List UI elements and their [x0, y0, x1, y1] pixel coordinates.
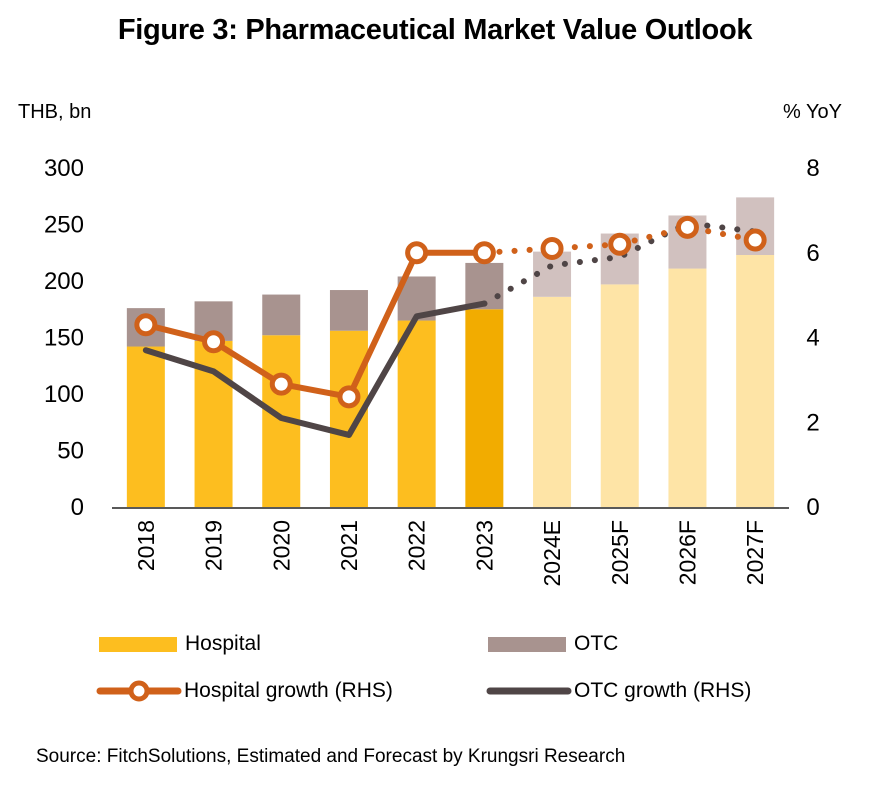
- left-axis-tick-label: 200: [44, 268, 84, 295]
- left-axis-tick-label: 50: [57, 438, 84, 465]
- chart-canvas: 0 50 100 150 200 250 300 0 2 4 6 8 2018 2019 2020 2021 2…: [44, 155, 820, 587]
- legend-swatch-hospital-growth: [96, 680, 182, 702]
- chart-title: Figure 3: Pharmaceutical Market Value Ou…: [117, 14, 753, 46]
- x-axis-tick-label: 2020: [268, 520, 294, 571]
- left-axis-tick-label: 100: [44, 381, 84, 408]
- x-axis-tick-label: 2026F: [674, 520, 700, 585]
- left-axis-tick-label: 0: [71, 494, 84, 521]
- hospital-growth-marker-2021: [337, 385, 361, 409]
- x-axis-tick-label: 2024E: [539, 520, 565, 587]
- hospital-growth-marker-2019: [202, 330, 226, 354]
- legend-label-otc: OTC: [574, 632, 619, 655]
- hospital-growth-marker-2022: [405, 241, 429, 265]
- left-axis-tick-label: 300: [44, 155, 84, 182]
- hospital-growth-marker-2018: [134, 313, 158, 337]
- legend-item-hospital-growth: Hospital growth (RHS): [96, 679, 393, 703]
- x-axis-tick-label: 2018: [133, 520, 159, 571]
- legend-label-otc-growth: OTC growth (RHS): [574, 679, 752, 702]
- x-axis-tick-label: 2021: [336, 520, 362, 571]
- hospital-growth-marker-2025F: [608, 232, 632, 256]
- right-axis-tick-label: 0: [806, 494, 819, 521]
- hospital-growth-marker-2027F: [743, 228, 767, 252]
- bar-hospital-2026F: [668, 268, 707, 507]
- legend-swatch-otc: [488, 636, 566, 652]
- bar-hospital-2021: [329, 330, 368, 507]
- hospital-growth-marker-2024E: [540, 237, 564, 261]
- left-axis-tick-label: 250: [44, 212, 84, 239]
- x-axis-tick-label: 2025F: [607, 520, 633, 585]
- axes-layer: 0 50 100 150 200 250 300 0 2 4 6 8 2018 2019 2020 2021 2…: [44, 155, 820, 587]
- x-axis-tick-label: 2023: [471, 520, 497, 571]
- bar-hospital-2027F: [736, 255, 775, 507]
- right-axis-unit-label: % YoY: [783, 101, 842, 123]
- otc-growth-line-forecast: [481, 219, 759, 307]
- legend-swatch-otc-growth: [486, 687, 572, 695]
- legend-item-otc-growth: OTC growth (RHS): [486, 679, 751, 703]
- bar-hospital-2022: [397, 320, 436, 507]
- lines-layer: [134, 215, 767, 438]
- legend-label-hospital-growth: Hospital growth (RHS): [184, 679, 393, 702]
- source-note: Source: FitchSolutions, Estimated and Fo…: [36, 746, 626, 767]
- bar-otc-2021: [329, 290, 368, 331]
- x-axis-tick-label: 2022: [404, 520, 430, 571]
- right-axis-tick-label: 2: [806, 409, 819, 436]
- legend-item-otc: OTC: [488, 632, 618, 656]
- bar-otc-2020: [262, 294, 301, 336]
- legend-label-hospital: Hospital: [185, 632, 261, 655]
- otc-growth-line-actual: [142, 300, 488, 438]
- bar-hospital-2025F: [600, 284, 639, 507]
- x-axis-tick-label: 2027F: [742, 520, 768, 585]
- right-axis-tick-label: 4: [806, 325, 819, 352]
- hospital-growth-marker-2020: [269, 372, 293, 396]
- bar-hospital-2023: [465, 309, 504, 507]
- left-axis-unit-label: THB, bn: [18, 101, 92, 123]
- legend-swatch-hospital: [99, 636, 177, 652]
- bar-hospital-2024E: [533, 296, 572, 507]
- bars-layer: [126, 197, 775, 507]
- left-axis-tick-label: 150: [44, 325, 84, 352]
- hospital-growth-marker-2023: [472, 241, 496, 265]
- right-axis-tick-label: 6: [806, 240, 819, 267]
- hospital-growth-marker-2026F: [675, 215, 699, 239]
- legend-item-hospital: Hospital: [99, 632, 261, 656]
- bar-hospital-2018: [126, 346, 165, 507]
- x-axis-tick-label: 2019: [201, 520, 227, 571]
- right-axis-tick-label: 8: [806, 155, 819, 182]
